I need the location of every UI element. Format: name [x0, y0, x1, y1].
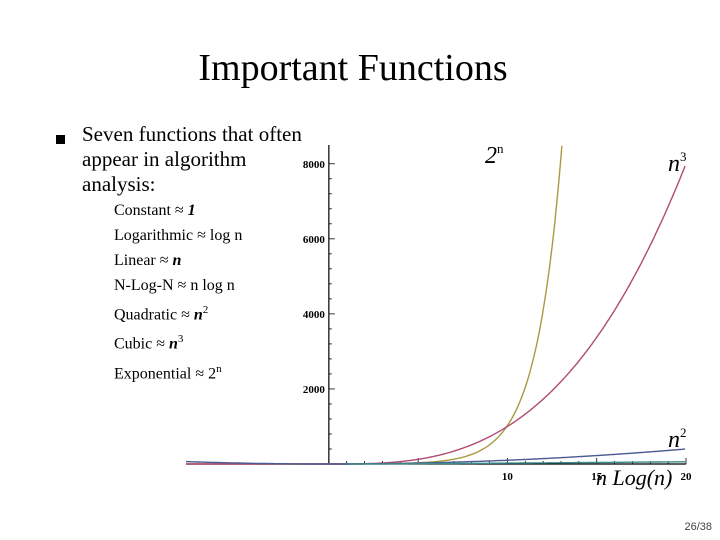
- slide-title: Important Functions: [198, 47, 508, 89]
- function-label: Quadratic: [114, 306, 178, 324]
- function-item-n-log-n: N-Log-N ≈ n log n: [114, 273, 242, 298]
- function-label: Cubic: [114, 335, 153, 353]
- x-tick-label: 10: [502, 471, 514, 483]
- function-item-logarithmic: Logarithmic ≈ log n: [114, 223, 242, 248]
- function-formula: n: [169, 335, 178, 353]
- series-label-cube: n3: [668, 149, 687, 177]
- x-axis-label: n Log(n): [596, 465, 672, 490]
- function-label: N-Log-N: [114, 277, 174, 294]
- series-line-square: [186, 448, 686, 465]
- function-exponent: 2: [202, 304, 209, 316]
- function-formula: log n: [209, 227, 243, 244]
- function-formula: n: [193, 306, 203, 324]
- function-item-constant: Constant ≈ 1: [114, 198, 242, 223]
- bullet-line: Seven functions that often: [82, 122, 302, 146]
- function-exponent: n: [216, 362, 222, 375]
- series-label-square: n2: [668, 425, 687, 453]
- function-label: Linear: [114, 252, 156, 269]
- approx-symbol: ≈: [174, 202, 184, 219]
- series-label-exp2: 2n: [485, 141, 504, 169]
- series-line-cube: [186, 165, 686, 465]
- series-line-exp2: [186, 145, 563, 465]
- function-formula: n log n: [190, 277, 235, 294]
- x-tick-label: 20: [681, 471, 693, 483]
- series-line-nlogn: [346, 461, 686, 465]
- function-item-exponential: Exponential ≈ 2n: [114, 357, 242, 386]
- approx-symbol: ≈: [177, 277, 187, 294]
- approx-symbol: ≈: [197, 227, 206, 244]
- bullet-marker: [56, 135, 65, 144]
- y-tick-label: 8000: [303, 159, 326, 171]
- y-tick-label: 4000: [303, 309, 326, 321]
- approx-symbol: ≈: [159, 252, 169, 269]
- bullet-text: Seven functions that often appear in alg…: [82, 122, 332, 197]
- function-label: Constant: [114, 202, 171, 219]
- bullet-line: analysis:: [82, 172, 156, 196]
- function-item-cubic: Cubic ≈ n3: [114, 327, 242, 356]
- function-item-linear: Linear ≈ n: [114, 248, 242, 273]
- y-tick-label: 6000: [303, 234, 326, 246]
- function-label: Logarithmic: [114, 227, 194, 244]
- approx-symbol: ≈: [181, 306, 190, 324]
- approx-symbol: ≈: [195, 364, 205, 382]
- function-exponent: 3: [177, 333, 184, 346]
- bullet-line: appear in algorithm: [82, 147, 247, 171]
- approx-symbol: ≈: [156, 335, 165, 353]
- function-formula: n: [172, 252, 182, 269]
- slide-number: 26/38: [684, 521, 712, 533]
- function-list: Constant ≈ 1 Logarithmic ≈ log n Linear …: [114, 198, 242, 386]
- y-tick-label: 2000: [303, 384, 326, 396]
- function-item-quadratic: Quadratic ≈ n2: [114, 298, 242, 327]
- function-formula: 1: [187, 202, 196, 219]
- function-label: Exponential: [114, 364, 192, 382]
- function-formula: 2: [208, 364, 217, 382]
- x-tick-label: 15: [591, 471, 603, 483]
